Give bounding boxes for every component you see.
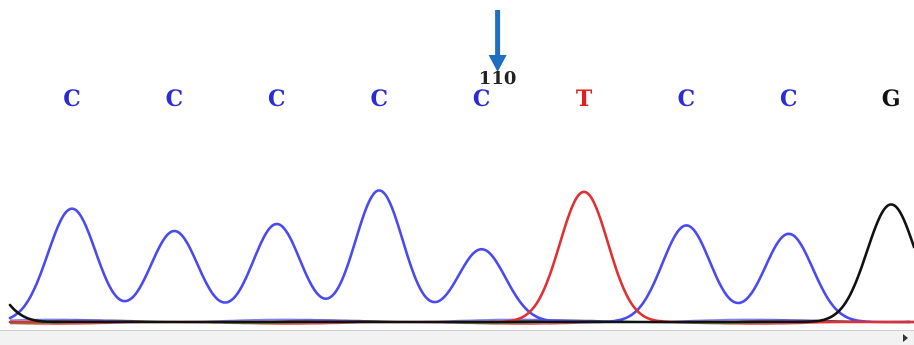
base-call-1: C	[63, 86, 81, 112]
position-label: 110	[479, 68, 517, 89]
scroll-bar[interactable]	[0, 330, 914, 345]
marker-arrow	[488, 10, 507, 72]
base-call-9: G	[882, 86, 901, 112]
base-call-6: T	[576, 86, 593, 112]
base-call-3: C	[268, 86, 286, 112]
trace-c	[8, 189, 914, 324]
base-call-7: C	[678, 86, 696, 112]
arrow-head	[488, 55, 507, 72]
base-call-5: C	[473, 86, 491, 112]
trace-t	[8, 190, 914, 324]
base-call-8: C	[780, 86, 798, 112]
base-call-4: C	[370, 86, 388, 112]
scroll-right-icon[interactable]	[903, 334, 908, 342]
trace-curves	[8, 189, 914, 324]
trace-g	[8, 203, 914, 324]
base-call-2: C	[166, 86, 184, 112]
